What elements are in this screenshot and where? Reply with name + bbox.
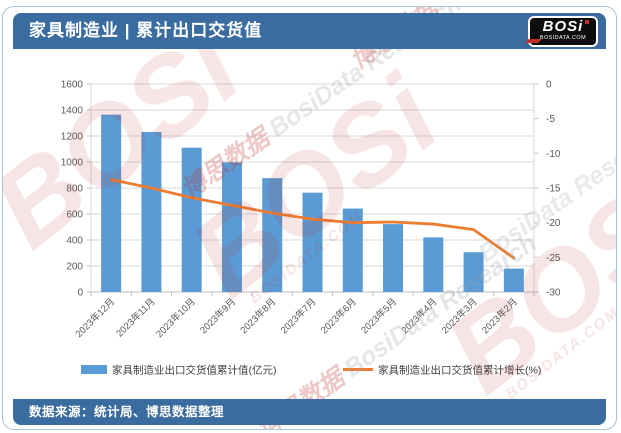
data-source-text: 数据来源：统计局、博思数据整理 — [29, 405, 225, 419]
x-axis-label: 2023年2月 — [479, 296, 520, 337]
right-axis-label: -15 — [546, 184, 561, 195]
x-axis-label: 2023年10月 — [153, 296, 197, 340]
left-axis-label: 400 — [66, 236, 83, 247]
logo-dot-accent — [585, 20, 589, 24]
bar — [221, 162, 242, 292]
legend-line-label: 家具制造业出口交货值累计增长(%) — [378, 364, 541, 377]
right-axis-label: -5 — [546, 114, 555, 125]
right-axis-label: 0 — [546, 80, 552, 91]
x-axis-label: 2023年5月 — [359, 296, 400, 337]
chart-card: 家具制造业 | 累计出口交货值 BOSi BOSIDATA.COM BOSi B… — [2, 6, 617, 430]
right-axis-label: -25 — [546, 253, 561, 264]
left-axis-label: 800 — [66, 184, 83, 195]
left-axis-label: 1000 — [61, 158, 84, 169]
bar — [342, 208, 363, 292]
bosi-logo-site: BOSIDATA.COM — [539, 35, 587, 41]
x-axis-label: 2023年8月 — [238, 296, 279, 337]
bar — [262, 178, 283, 292]
right-axis-label: -30 — [546, 288, 561, 299]
logo-slash-accent — [525, 39, 542, 43]
left-axis-label: 600 — [66, 210, 83, 221]
bar — [101, 114, 122, 293]
bosi-logo: BOSi BOSIDATA.COM — [525, 16, 598, 47]
bosi-logo-text: BOSi — [542, 18, 584, 35]
right-axis-label: -10 — [546, 149, 561, 160]
bar — [383, 224, 404, 292]
bar — [423, 237, 444, 292]
chart-area: BOSi BOSi BOSIDATA.COM BOSi BOSIDATA.COM… — [3, 7, 616, 429]
x-axis-label: 2023年6月 — [318, 296, 359, 337]
legend-bar-label: 家具制造业出口交货值累计值(亿元) — [112, 364, 277, 377]
bar — [463, 252, 484, 292]
left-axis-label: 1600 — [61, 80, 84, 91]
left-axis-label: 1200 — [61, 132, 84, 143]
x-axis-label: 2023年7月 — [278, 296, 319, 337]
left-axis-label: 200 — [66, 262, 83, 273]
legend — [81, 365, 373, 374]
bar — [141, 131, 162, 292]
x-axis-label: 2023年3月 — [439, 296, 480, 337]
left-axis-label: 0 — [77, 288, 83, 299]
bars-series — [101, 114, 524, 293]
x-axis-label: 2023年9月 — [197, 296, 238, 337]
legend-bar-swatch — [81, 365, 107, 374]
header: 家具制造业 | 累计出口交货值 BOSi BOSIDATA.COM — [13, 13, 606, 49]
bar — [181, 147, 202, 292]
x-axis-label: 2023年11月 — [114, 296, 158, 340]
bar — [302, 192, 323, 292]
growth-line — [109, 178, 516, 260]
x-axis-label: 2023年12月 — [73, 296, 117, 340]
right-axis-label: -20 — [546, 218, 561, 229]
left-axis-label: 1400 — [61, 106, 84, 117]
bar — [503, 268, 524, 292]
page-title: 家具制造业 | 累计出口交货值 — [29, 21, 263, 40]
combo-chart: 0 200 400 600 800 1000 1200 1400 1600 0 -5 -10 -15 -2… — [61, 80, 561, 377]
footer: 数据来源：统计局、博思数据整理 — [13, 399, 606, 425]
x-axis-label: 2023年4月 — [399, 296, 440, 337]
